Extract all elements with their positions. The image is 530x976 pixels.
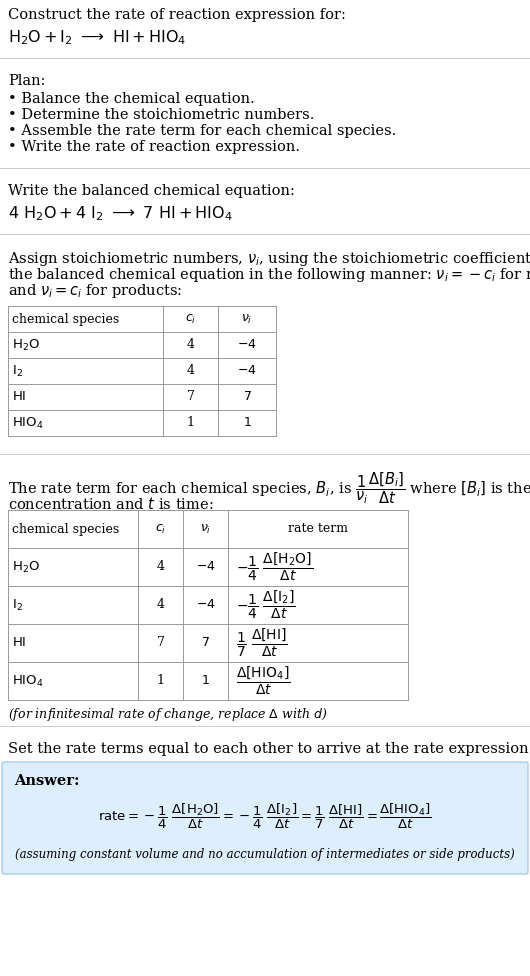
Text: $\dfrac{\Delta[\mathrm{HIO_4}]}{\Delta t}$: $\dfrac{\Delta[\mathrm{HIO_4}]}{\Delta t… bbox=[236, 665, 290, 697]
Text: $1$: $1$ bbox=[201, 674, 210, 687]
Text: $\mathrm{HI}$: $\mathrm{HI}$ bbox=[12, 390, 26, 403]
Text: chemical species: chemical species bbox=[12, 522, 119, 536]
Text: $\mathrm{HIO_4}$: $\mathrm{HIO_4}$ bbox=[12, 416, 44, 430]
Text: $\mathrm{4\ H_2O + 4\ I_2 \ \longrightarrow \ 7\ HI + HIO_4}$: $\mathrm{4\ H_2O + 4\ I_2 \ \longrightar… bbox=[8, 204, 233, 223]
Text: 1: 1 bbox=[156, 674, 164, 687]
Text: Plan:: Plan: bbox=[8, 74, 46, 88]
Text: 4: 4 bbox=[156, 598, 164, 612]
Text: $\mathrm{I_2}$: $\mathrm{I_2}$ bbox=[12, 597, 23, 613]
Text: $-4$: $-4$ bbox=[237, 339, 257, 351]
Text: $7$: $7$ bbox=[243, 390, 251, 403]
Text: and $\nu_i = c_i$ for products:: and $\nu_i = c_i$ for products: bbox=[8, 282, 182, 300]
Text: $\mathrm{HI}$: $\mathrm{HI}$ bbox=[12, 636, 26, 649]
Text: • Balance the chemical equation.: • Balance the chemical equation. bbox=[8, 92, 255, 106]
Text: $c_i$: $c_i$ bbox=[185, 312, 196, 326]
Text: rate term: rate term bbox=[288, 522, 348, 536]
Text: (for infinitesimal rate of change, replace $\Delta$ with $d$): (for infinitesimal rate of change, repla… bbox=[8, 706, 328, 723]
Text: $\mathrm{HIO_4}$: $\mathrm{HIO_4}$ bbox=[12, 673, 44, 688]
Text: $-\dfrac{1}{4}\ \dfrac{\Delta[\mathrm{I_2}]}{\Delta t}$: $-\dfrac{1}{4}\ \dfrac{\Delta[\mathrm{I_… bbox=[236, 589, 296, 621]
Text: 4: 4 bbox=[187, 339, 195, 351]
Text: • Write the rate of reaction expression.: • Write the rate of reaction expression. bbox=[8, 140, 300, 154]
Text: 1: 1 bbox=[187, 417, 195, 429]
Text: $\mathrm{I_2}$: $\mathrm{I_2}$ bbox=[12, 363, 23, 379]
Text: Write the balanced chemical equation:: Write the balanced chemical equation: bbox=[8, 184, 295, 198]
Text: $-\dfrac{1}{4}\ \dfrac{\Delta[\mathrm{H_2O}]}{\Delta t}$: $-\dfrac{1}{4}\ \dfrac{\Delta[\mathrm{H_… bbox=[236, 550, 313, 584]
Text: Set the rate terms equal to each other to arrive at the rate expression:: Set the rate terms equal to each other t… bbox=[8, 742, 530, 756]
Text: (assuming constant volume and no accumulation of intermediates or side products): (assuming constant volume and no accumul… bbox=[15, 848, 515, 861]
Text: 7: 7 bbox=[156, 636, 164, 649]
Text: $\nu_i$: $\nu_i$ bbox=[200, 522, 211, 536]
Text: chemical species: chemical species bbox=[12, 312, 119, 326]
Text: $1$: $1$ bbox=[243, 417, 251, 429]
Text: • Assemble the rate term for each chemical species.: • Assemble the rate term for each chemic… bbox=[8, 124, 396, 138]
Text: $\mathrm{H_2O}$: $\mathrm{H_2O}$ bbox=[12, 338, 40, 352]
Text: 4: 4 bbox=[156, 560, 164, 574]
Text: The rate term for each chemical species, $B_i$, is $\dfrac{1}{\nu_i}\dfrac{\Delt: The rate term for each chemical species,… bbox=[8, 470, 530, 506]
Text: • Determine the stoichiometric numbers.: • Determine the stoichiometric numbers. bbox=[8, 108, 314, 122]
Text: $-4$: $-4$ bbox=[196, 598, 215, 612]
FancyBboxPatch shape bbox=[2, 762, 528, 874]
Text: Assign stoichiometric numbers, $\nu_i$, using the stoichiometric coefficients, $: Assign stoichiometric numbers, $\nu_i$, … bbox=[8, 250, 530, 268]
Text: $7$: $7$ bbox=[201, 636, 210, 649]
Text: the balanced chemical equation in the following manner: $\nu_i = -c_i$ for react: the balanced chemical equation in the fo… bbox=[8, 266, 530, 284]
Text: $-4$: $-4$ bbox=[196, 560, 215, 574]
Text: 4: 4 bbox=[187, 364, 195, 378]
Text: $c_i$: $c_i$ bbox=[155, 522, 166, 536]
Text: concentration and $t$ is time:: concentration and $t$ is time: bbox=[8, 496, 214, 512]
Text: Construct the rate of reaction expression for:: Construct the rate of reaction expressio… bbox=[8, 8, 346, 22]
Text: 7: 7 bbox=[187, 390, 195, 403]
Text: Answer:: Answer: bbox=[14, 774, 80, 788]
Text: $-4$: $-4$ bbox=[237, 364, 257, 378]
Text: $\mathrm{rate} = -\dfrac{1}{4}\ \dfrac{\Delta[\mathrm{H_2O}]}{\Delta t}= -\dfrac: $\mathrm{rate} = -\dfrac{1}{4}\ \dfrac{\… bbox=[98, 801, 432, 831]
Text: $\mathrm{H_2O}$: $\mathrm{H_2O}$ bbox=[12, 559, 40, 575]
Text: $\nu_i$: $\nu_i$ bbox=[241, 312, 253, 326]
Text: $\dfrac{1}{7}\ \dfrac{\Delta[\mathrm{HI}]}{\Delta t}$: $\dfrac{1}{7}\ \dfrac{\Delta[\mathrm{HI}… bbox=[236, 627, 288, 659]
Text: $\mathrm{H_2O + I_2 \ \longrightarrow \ HI + HIO_4}$: $\mathrm{H_2O + I_2 \ \longrightarrow \ … bbox=[8, 28, 187, 47]
